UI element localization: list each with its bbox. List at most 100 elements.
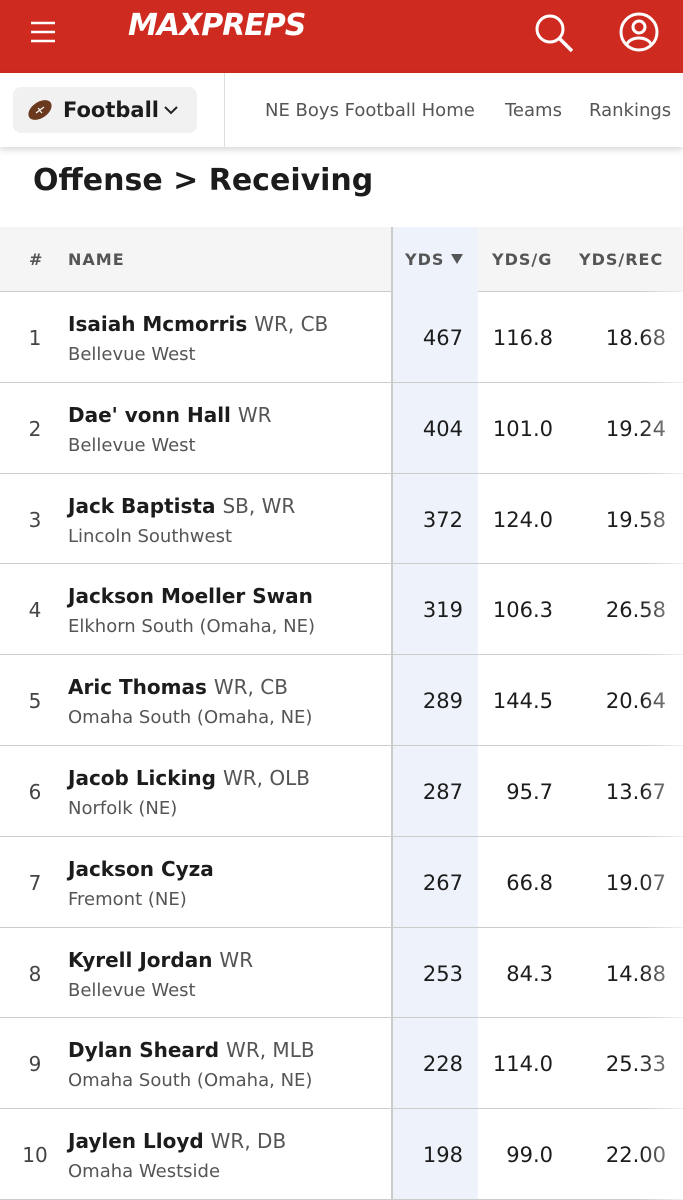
column-header[interactable]: YDS xyxy=(405,250,445,269)
table-row xyxy=(0,474,683,565)
table-row xyxy=(0,292,683,383)
chevron xyxy=(164,106,178,115)
logo[interactable]: MAXPREPS xyxy=(128,8,306,43)
rank: 4 xyxy=(28,598,42,623)
position: WR xyxy=(237,402,272,427)
divider xyxy=(224,73,225,147)
page-title: Offense > Receiving xyxy=(33,163,374,198)
rank: 10 xyxy=(22,1143,48,1168)
player-name[interactable]: Dae' vonn Hall WR xyxy=(68,403,272,427)
scroll-fade xyxy=(640,291,683,1200)
yds-per-game: 124.0 xyxy=(492,507,553,532)
yds: 198 xyxy=(422,1143,463,1168)
name-text[interactable]: Kyrell Jordan xyxy=(68,947,213,972)
name-text[interactable]: Isaiah Mcmorris xyxy=(68,312,248,336)
position: WR, CB xyxy=(254,312,329,336)
yds: 253 xyxy=(422,961,463,986)
name-text[interactable]: Jacob Licking xyxy=(68,766,216,790)
column-header: # xyxy=(29,250,44,269)
rank: 5 xyxy=(28,689,42,714)
rank: 8 xyxy=(28,961,42,986)
account-icon[interactable] xyxy=(618,11,660,53)
yds-per-game: 114.0 xyxy=(492,1052,553,1077)
nav-link[interactable]: NE Boys Football Home xyxy=(265,100,475,121)
position: SB, WR xyxy=(222,493,296,518)
nav-link[interactable]: Teams xyxy=(505,100,562,121)
player-name[interactable]: Jackson Cyza xyxy=(68,857,214,881)
table-row xyxy=(0,655,683,746)
sort-arrow xyxy=(451,254,463,264)
position: WR, OLB xyxy=(222,766,310,790)
position: WR, MLB xyxy=(226,1038,315,1063)
school: Omaha Westside xyxy=(68,1161,221,1183)
column-header[interactable]: YDS/REC xyxy=(579,250,664,269)
school: Lincoln Southwest xyxy=(68,525,233,547)
column-header[interactable]: YDS/G xyxy=(492,250,553,269)
school: Norfolk (NE) xyxy=(68,798,178,819)
player-name[interactable]: Jackson Moeller Swan xyxy=(68,584,313,608)
yds: 287 xyxy=(422,780,463,804)
school: Bellevue West xyxy=(68,344,196,365)
yds-per-game: 99.0 xyxy=(506,1143,553,1168)
search-icon[interactable] xyxy=(533,12,575,54)
menu-icon[interactable] xyxy=(30,20,56,44)
rank: 1 xyxy=(28,326,42,350)
yds: 319 xyxy=(422,598,463,623)
table-row xyxy=(0,1018,683,1110)
name-text[interactable]: Dylan Sheard xyxy=(68,1038,220,1063)
yds: 267 xyxy=(422,870,463,895)
name-text[interactable]: Jackson Moeller Swan xyxy=(68,584,313,609)
table-header xyxy=(0,227,683,292)
table-row xyxy=(0,746,683,837)
player-name[interactable]: Kyrell Jordan WR xyxy=(68,948,253,972)
yds: 467 xyxy=(422,326,463,350)
sport-selector[interactable]: Football xyxy=(13,87,197,133)
position: WR xyxy=(219,947,254,972)
yds-per-game: 84.3 xyxy=(506,961,553,986)
rank: 7 xyxy=(28,870,42,895)
column-header[interactable]: NAME xyxy=(68,250,125,269)
yds-per-game: 106.3 xyxy=(492,598,553,623)
player-name[interactable]: Jaylen Lloyd WR, DB xyxy=(68,1129,286,1153)
rank: 9 xyxy=(28,1052,42,1077)
name-text[interactable]: Jack Baptista xyxy=(68,493,216,518)
top-bar: MAXPREPS xyxy=(0,0,683,73)
school: Fremont (NE) xyxy=(68,888,187,910)
rank: 6 xyxy=(28,780,42,804)
yds: 228 xyxy=(422,1052,463,1077)
yds-per-game: 66.8 xyxy=(506,870,553,895)
school: Elkhorn South (Omaha, NE) xyxy=(68,616,315,638)
name-text[interactable]: Dae' vonn Hall xyxy=(68,402,231,427)
sorted-column xyxy=(391,227,478,1200)
player-name[interactable]: Dylan Sheard WR, MLB xyxy=(68,1038,315,1062)
sport-label: Football xyxy=(63,98,159,122)
yds: 289 xyxy=(422,689,463,714)
player-name[interactable]: Jacob Licking WR, OLB xyxy=(68,766,310,790)
school: Bellevue West xyxy=(68,434,196,456)
yds-per-game: 95.7 xyxy=(506,780,553,804)
rank: 3 xyxy=(28,507,42,532)
table-row xyxy=(0,928,683,1019)
nav-bar: Football NE Boys Football Home Teams Ran… xyxy=(0,73,683,147)
player-name[interactable]: Aric Thomas WR, CB xyxy=(68,675,288,699)
table-row xyxy=(0,837,683,928)
school: Omaha South (Omaha, NE) xyxy=(68,707,313,729)
name-text[interactable]: Aric Thomas xyxy=(68,675,207,700)
yds: 372 xyxy=(422,507,463,532)
nav-link[interactable]: Rankings xyxy=(589,100,672,121)
table-row xyxy=(0,1109,683,1200)
table-row xyxy=(0,383,683,474)
school: Omaha South (Omaha, NE) xyxy=(68,1070,313,1092)
position: WR, DB xyxy=(210,1129,287,1154)
player-name[interactable]: Isaiah Mcmorris WR, CB xyxy=(68,312,328,336)
table-row xyxy=(0,564,683,656)
player-name[interactable]: Jack Baptista SB, WR xyxy=(68,494,295,518)
position: WR, CB xyxy=(213,675,288,700)
school: Bellevue West xyxy=(68,979,196,1001)
yds-per-game: 101.0 xyxy=(492,416,553,441)
name-text[interactable]: Jaylen Lloyd xyxy=(68,1129,204,1154)
yds-per-game: 144.5 xyxy=(492,689,553,714)
football-icon xyxy=(28,100,52,120)
name-text[interactable]: Jackson Cyza xyxy=(68,856,214,881)
